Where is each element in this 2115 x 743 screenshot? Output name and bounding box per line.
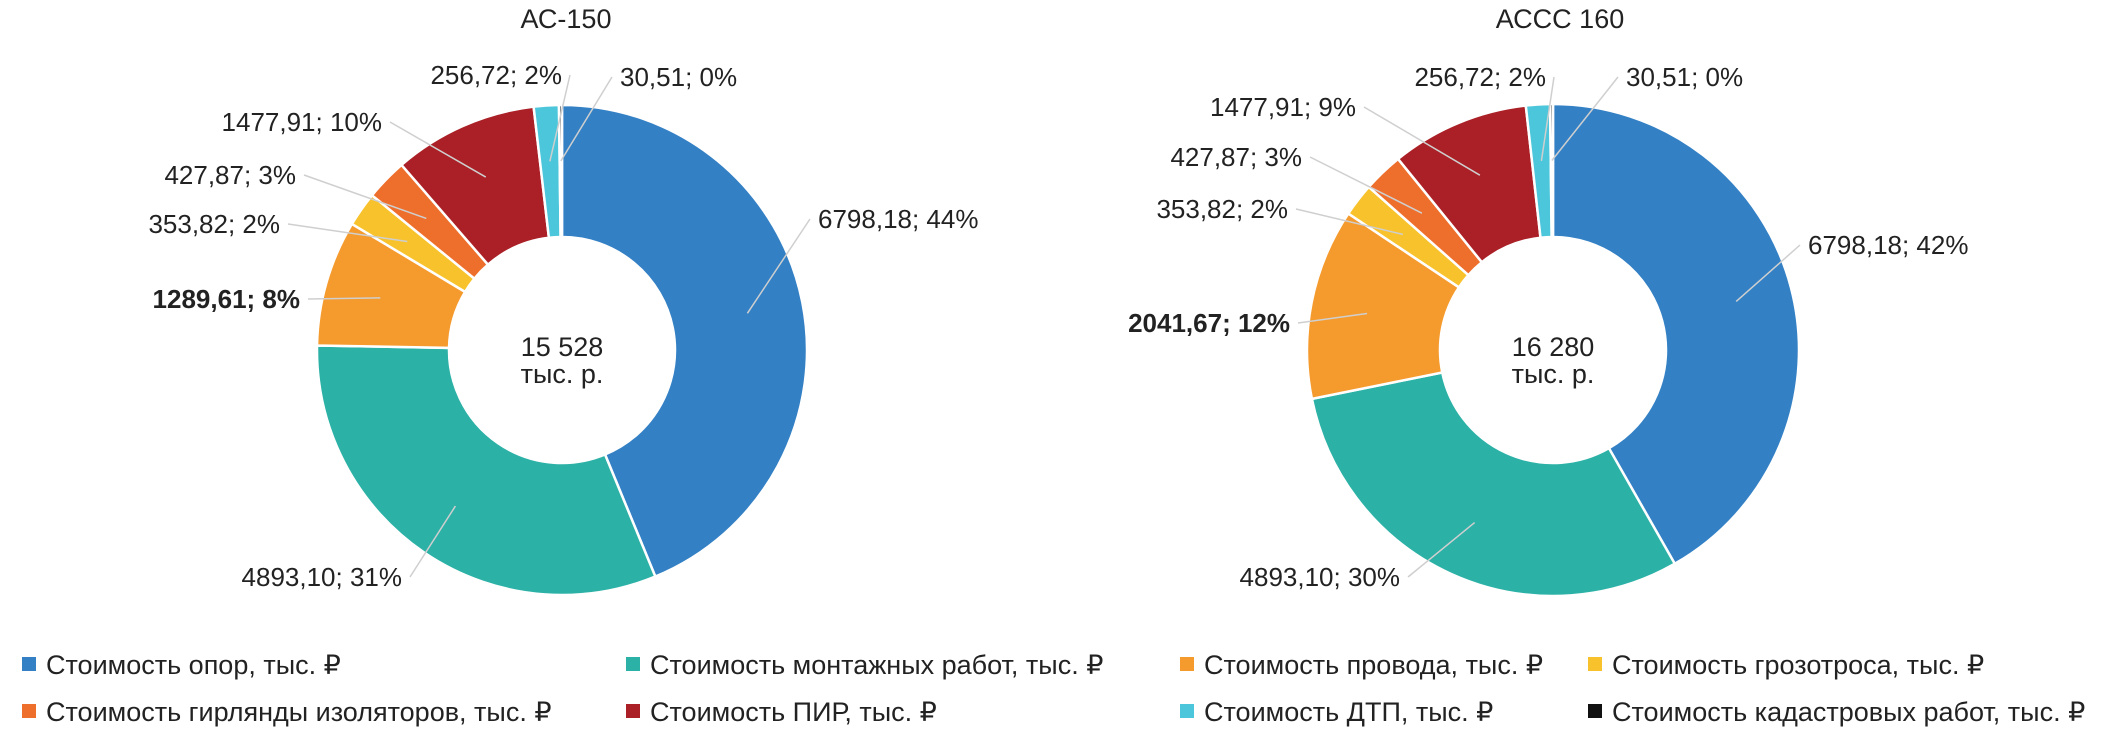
legend-label: Стоимость ПИР, тыс. ₽ [650, 697, 937, 727]
slice-label: 1477,91; 10% [222, 107, 382, 137]
leader-line [560, 76, 613, 162]
donut-chart-accc160: АССС 160 6798,18; 42% 4893,10; 30% 2041,67… [1128, 4, 1968, 598]
legend-item-стоимость-гирлянды-изоляторов-тыс: Стоимость гирлянды изоляторов, тыс. ₽ [22, 697, 552, 727]
leader-line [1540, 76, 1555, 161]
legend-item-стоимость-пир-тыс: Стоимость ПИР, тыс. ₽ [626, 697, 937, 727]
center-total-unit: тыс. р. [1512, 359, 1595, 389]
center-total-value: 16 280 [1512, 332, 1595, 362]
legend-swatch [1588, 704, 1602, 718]
slice-label: 2041,67; 12% [1128, 308, 1290, 338]
slice-стоимость-монтажных-работ-тыс [1310, 370, 1677, 598]
legend-label: Стоимость грозотроса, тыс. ₽ [1612, 650, 1984, 680]
leader-line [389, 121, 487, 178]
legend: Стоимость опор, тыс. ₽ Стоимость монтажны… [22, 650, 2085, 727]
slice-стоимость-монтажных-работ-тыс [315, 344, 657, 597]
slice-label: 353,82; 2% [148, 209, 280, 239]
slice-стоимость-кадастровых-работ-тыс [1548, 102, 1555, 239]
slice-label: 256,72; 2% [1414, 62, 1546, 92]
legend-swatch [1180, 704, 1194, 718]
leader-line [1309, 156, 1423, 214]
slice-label: 427,87; 3% [164, 160, 296, 190]
center-total-unit: тыс. р. [521, 359, 604, 389]
legend-swatch [1180, 657, 1194, 671]
slice-стоимость-опор-тыс [560, 103, 809, 579]
leader-line [1295, 208, 1404, 236]
legend-label: Стоимость ДТП, тыс. ₽ [1204, 697, 1493, 727]
legend-item-стоимость-грозотроса-тыс: Стоимость грозотроса, тыс. ₽ [1588, 650, 1984, 680]
legend-swatch [626, 657, 640, 671]
slice-label: 6798,18; 42% [1808, 230, 1968, 260]
slice-стоимость-опор-тыс [1551, 102, 1801, 566]
leader-line [287, 223, 408, 243]
leader-line [409, 505, 457, 578]
slice-label: 30,51; 0% [620, 62, 737, 92]
leader-line [1407, 521, 1476, 578]
slice-label: 427,87; 3% [1170, 142, 1302, 172]
leader-line [549, 74, 571, 162]
donut-chart-ac150: АС-150 6798,18; 44% 4893,10; 31% 1289,61; … [148, 4, 978, 597]
leader-line [1735, 244, 1801, 303]
legend-item-стоимость-кадастровых-работ-тыс: Стоимость кадастровых работ, тыс. ₽ [1588, 697, 2085, 727]
leader-line [746, 218, 811, 314]
legend-item-стоимость-монтажных-работ-тыс: Стоимость монтажных работ, тыс. ₽ [626, 650, 1103, 680]
leader-line [1551, 76, 1619, 161]
leader-line [307, 297, 381, 300]
slice-label: 6798,18; 44% [818, 204, 978, 234]
leader-line [303, 174, 427, 220]
legend-swatch [626, 704, 640, 718]
legend-item-стоимость-дтп-тыс: Стоимость ДТП, тыс. ₽ [1180, 697, 1493, 727]
slice-стоимость-кадастровых-работ-тыс [557, 103, 564, 239]
legend-label: Стоимость монтажных работ, тыс. ₽ [650, 650, 1103, 680]
slice-label: 1477,91; 9% [1210, 92, 1356, 122]
slice-label: 30,51; 0% [1626, 62, 1743, 92]
slice-label: 4893,10; 30% [1240, 562, 1400, 592]
legend-label: Стоимость гирлянды изоляторов, тыс. ₽ [46, 697, 552, 727]
legend-label: Стоимость провода, тыс. ₽ [1204, 650, 1543, 680]
leader-line [1363, 106, 1481, 176]
legend-item-стоимость-опор-тыс: Стоимость опор, тыс. ₽ [22, 650, 341, 680]
legend-swatch [22, 704, 36, 718]
chart-title: АССС 160 [1496, 4, 1624, 34]
center-total-value: 15 528 [521, 332, 604, 362]
legend-swatch [22, 657, 36, 671]
leader-line [1297, 312, 1368, 324]
slice-label: 4893,10; 31% [242, 562, 402, 592]
slice-label: 256,72; 2% [430, 60, 562, 90]
slice-label: 1289,61; 8% [153, 284, 300, 314]
chart-title: АС-150 [521, 4, 612, 34]
slice-label: 353,82; 2% [1156, 194, 1288, 224]
legend-swatch [1588, 657, 1602, 671]
legend-label: Стоимость кадастровых работ, тыс. ₽ [1612, 697, 2085, 727]
legend-label: Стоимость опор, тыс. ₽ [46, 650, 341, 680]
legend-item-стоимость-провода-тыс: Стоимость провода, тыс. ₽ [1180, 650, 1543, 680]
